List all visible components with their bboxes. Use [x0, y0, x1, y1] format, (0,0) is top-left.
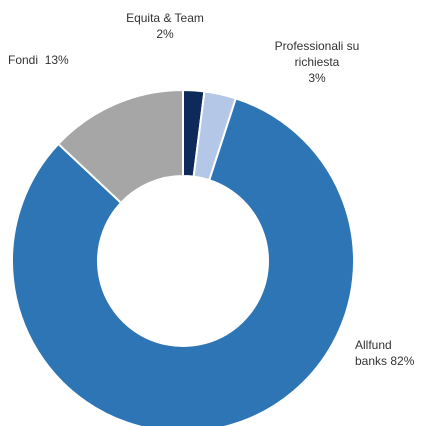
category-label: Professionali su richiesta — [274, 39, 360, 69]
value-label: 2% — [156, 27, 174, 41]
value-label: 82% — [390, 354, 415, 368]
donut-slice — [11, 97, 355, 426]
slice-label: Fondi 13% — [8, 52, 69, 68]
category-label: Allfund banks — [355, 338, 392, 368]
slice-label: Allfund banks 82% — [355, 337, 421, 369]
slice-label: Equita & Team 2% — [125, 10, 205, 42]
value-label: 13% — [44, 53, 69, 67]
donut-slice — [56, 88, 184, 205]
value-label: 3% — [308, 71, 326, 85]
category-label: Fondi — [8, 53, 39, 67]
slice-label: Professionali su richiesta 3% — [262, 38, 372, 86]
category-label: Equita & Team — [126, 11, 204, 25]
